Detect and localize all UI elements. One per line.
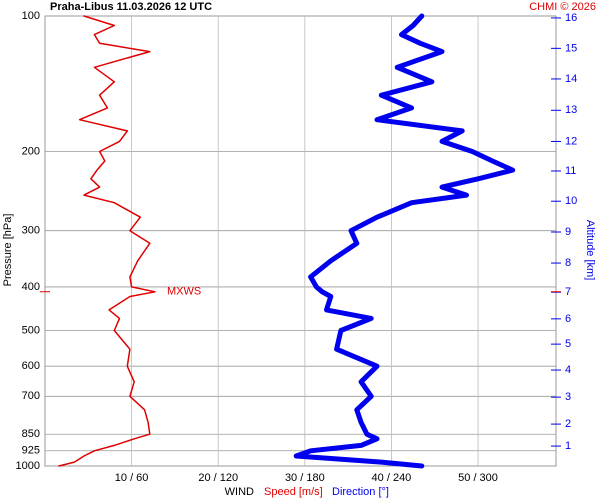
series-line: [58, 15, 156, 467]
chart-title: Praha-Libus 11.03.2026 12 UTC: [50, 1, 212, 13]
y2-tick-label: 8: [565, 257, 571, 269]
y2-tick-label: 7: [565, 286, 571, 298]
x-tick-label: 40 / 240: [372, 472, 412, 484]
y2-tick-label: 5: [565, 338, 571, 350]
legend-speed: Speed [m/s]: [264, 486, 323, 498]
y2-tick-label: 13: [565, 104, 577, 116]
y-tick-label: 300: [22, 225, 40, 237]
y2-tick-label: 11: [565, 165, 576, 177]
y2-tick-label: 16: [565, 12, 577, 24]
y-tick-label: 1000: [16, 460, 40, 472]
y2-tick-label: 3: [565, 391, 571, 403]
x-tick-label: 50 / 300: [458, 472, 498, 484]
y2-tick-label: 15: [565, 42, 577, 54]
y-tick-label: 200: [22, 145, 40, 157]
y2-tick-label: 1: [565, 440, 571, 452]
y2-tick-label: 6: [565, 313, 571, 325]
y2-axis-label: Altitude [km]: [584, 220, 596, 281]
x-tick-label: 20 / 120: [198, 472, 238, 484]
x-tick-label: 30 / 180: [285, 472, 325, 484]
y2-tick-label: 2: [565, 418, 571, 430]
y-axis-label: Pressure [hPa]: [2, 214, 14, 287]
legend-direction: Direction [°]: [332, 486, 389, 498]
y2-tick-label: 9: [565, 226, 571, 238]
series-line: [293, 13, 516, 469]
x-tick-label: 10 / 60: [115, 472, 149, 484]
x-axis-label: WIND: [225, 486, 254, 498]
y2-tick-label: 12: [565, 135, 577, 147]
y-tick-label: 700: [22, 390, 40, 402]
source: CHMI © 2026: [529, 1, 596, 13]
y-tick-label: 600: [22, 360, 40, 372]
y-tick-label: 400: [22, 281, 40, 293]
y-tick-label: 925: [22, 445, 40, 457]
y-tick-label: 100: [22, 10, 40, 22]
y-tick-label: 850: [22, 428, 40, 440]
annotation-label: MXWS: [167, 286, 201, 298]
y-tick-label: 500: [22, 324, 40, 336]
y2-tick-label: 10: [565, 195, 577, 207]
y2-tick-label: 4: [565, 364, 571, 376]
y2-tick-label: 14: [565, 73, 577, 85]
